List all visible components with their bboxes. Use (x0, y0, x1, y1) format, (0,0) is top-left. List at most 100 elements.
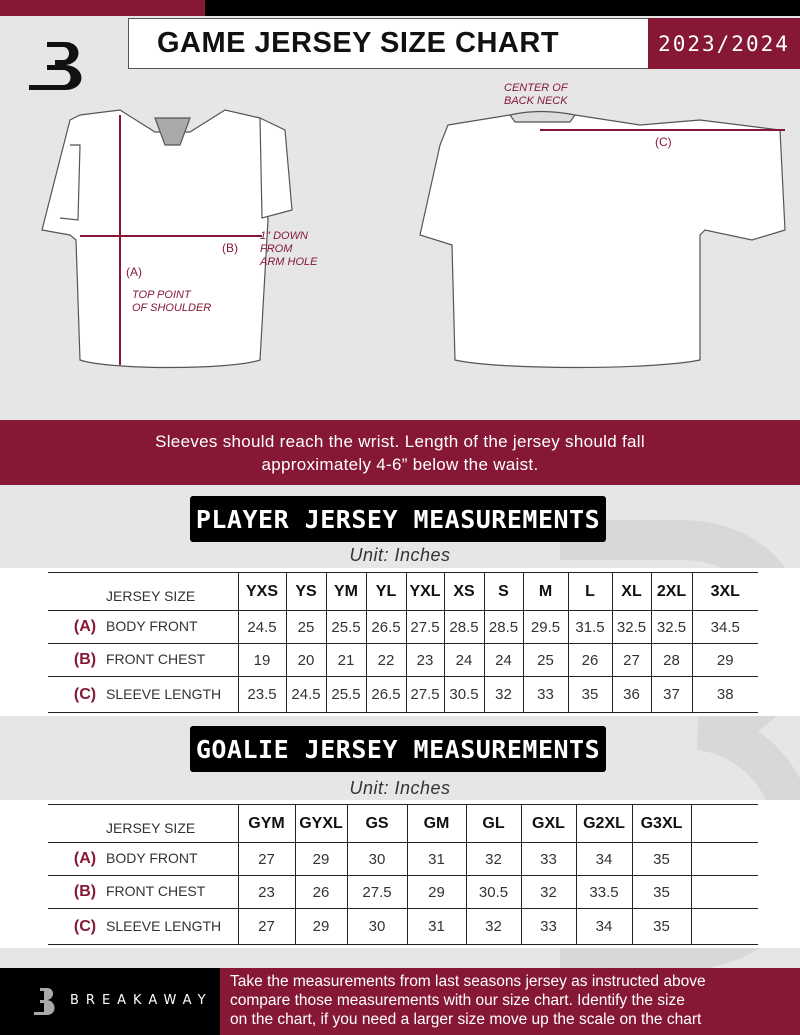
measurement-cell: 27 (612, 643, 652, 677)
size-header: YM (326, 572, 367, 611)
measurement-cell: 27 (238, 908, 296, 945)
measurement-cell: 34.5 (710, 618, 740, 636)
page-title: GAME JERSEY SIZE CHART (128, 18, 650, 69)
measurement-cell: 33.5 (576, 875, 633, 909)
measurement-cell: 32.5 (612, 610, 652, 644)
center-back-neck-label-2: BACK NECK (504, 95, 568, 107)
footer-logo-icon (34, 988, 55, 1015)
size-header: GYXL (295, 804, 348, 843)
label-a: (A) (126, 265, 142, 279)
size-header (691, 805, 758, 843)
row-name: SLEEVE LENGTH (106, 917, 222, 934)
measurement-cell: 19 (238, 643, 287, 677)
instruction-banner: Sleeves should reach the wrist. Length o… (0, 420, 800, 485)
measurement-cell: 32.5 (651, 610, 693, 644)
row-label: (B) FRONT CHEST (48, 643, 239, 677)
measurement-cell: 28 (651, 643, 693, 677)
table-row: (B) FRONT CHEST 23 26 27.5 29 30.5 32 33.5 35 (48, 875, 758, 909)
measurement-cell: 27.5 (406, 610, 445, 644)
jersey-size-label: JERSEY SIZE (48, 572, 239, 611)
row-key: (C) (73, 685, 97, 703)
label-c: (C) (655, 135, 672, 149)
measurement-cell: 29 (295, 908, 348, 945)
size-header: G3XL (632, 804, 692, 843)
row-label: (C) SLEEVE LENGTH (48, 908, 239, 945)
measurement-cell: 33 (521, 908, 577, 945)
measurement-cell: 32 (521, 875, 577, 909)
row-label: (A) BODY FRONT (48, 842, 239, 876)
measurement-cell: 26 (568, 643, 613, 677)
size-header: XL (612, 572, 652, 611)
footer-brand-name: BREAKAWAY (70, 993, 213, 1008)
measurement-cell: 32 (466, 908, 522, 945)
goalie-size-table: JERSEY SIZE GYM GYXL GS GM GL GXL G2XL G3XL (A) B… (48, 804, 758, 945)
measurement-cell: 23 (238, 875, 296, 909)
size-header: 3XL (710, 582, 740, 600)
measurement-cell: 35 (632, 842, 692, 876)
header-row: JERSEY SIZE GYM GYXL GS GM GL GXL G2XL G3XL (48, 804, 758, 843)
table-row: (B) FRONT CHEST 19 20 21 22 23 24 24 25 26 27 28 29 (48, 643, 758, 677)
footer-instructions: Take the measurements from last seasons … (220, 968, 800, 1035)
measurement-cell (691, 909, 758, 945)
top-accent-bar (0, 0, 205, 16)
table-row: (C) SLEEVE LENGTH 23.5 24.5 25.5 26.5 27.5 30.5… (48, 676, 758, 713)
measurement-cell: 26 (295, 875, 348, 909)
measurement-cell: 34 (576, 908, 633, 945)
measurement-cell: 32 (484, 676, 524, 713)
size-header: GYM (238, 804, 296, 843)
row-key: (A) (73, 850, 97, 867)
jersey-back-drawing (419, 110, 786, 369)
measurement-cell: 31 (407, 908, 467, 945)
one-inch-label: 1" DOWN (260, 230, 308, 242)
measurement-cell: 33 (523, 676, 569, 713)
measurement-cell: 30.5 (444, 676, 485, 713)
measurement-cell: 35 (632, 908, 692, 945)
measurement-cell: 23.5 (238, 676, 287, 713)
header-row: JERSEY SIZE YXS YS YM YL YXL XS S M L XL 2XL 3XL (48, 572, 758, 611)
measurement-cell: 38 (716, 686, 734, 703)
measurement-cell (691, 843, 758, 876)
footer-line-3: on the chart, if you need a larger size … (230, 1011, 702, 1028)
brand-logo-icon (29, 42, 82, 90)
row-key: (B) (73, 651, 97, 668)
measurement-cell: 27.5 (347, 875, 408, 909)
table-row: (A) BODY FRONT 24.5 25 25.5 26.5 27.5 28.5 28.5 2… (48, 610, 758, 644)
size-header: 2XL (651, 572, 693, 611)
footer-line-2: compare those measurements with our size… (230, 992, 685, 1009)
measurement-cell: 25 (523, 643, 569, 677)
measurement-cell: 28.5 (444, 610, 485, 644)
size-header: XS (444, 572, 485, 611)
row-name: BODY FRONT (106, 850, 198, 866)
measurement-cell: 30.5 (466, 875, 522, 909)
measurement-cell: 34 (576, 842, 633, 876)
goalie-unit: Unit: Inches (349, 778, 451, 798)
measurement-cell: 27.5 (406, 676, 445, 713)
measurement-cell: 22 (366, 643, 407, 677)
row-name: BODY FRONT (106, 618, 198, 634)
one-inch-label-2: FROM (260, 243, 293, 255)
banner-line-2: approximately 4-6” below the waist. (261, 455, 539, 474)
label-b: (B) (222, 241, 238, 255)
measurement-cell: 24.5 (286, 676, 327, 713)
row-label: (C) SLEEVE LENGTH (48, 676, 239, 713)
measurement-cell: 27 (238, 842, 296, 876)
measurement-cell: 30 (347, 908, 408, 945)
top-point-label-2: OF SHOULDER (132, 302, 212, 314)
size-header: YL (366, 572, 407, 611)
measurement-cell: 30 (347, 842, 408, 876)
measurement-cell: 31.5 (568, 610, 613, 644)
measurement-cell: 24 (444, 643, 485, 677)
banner-line-1: Sleeves should reach the wrist. Length o… (155, 432, 645, 451)
footer-brand-area (0, 968, 220, 1035)
size-header: YS (286, 572, 327, 611)
measurement-cell: 31 (407, 842, 467, 876)
size-header: YXL (406, 572, 445, 611)
measurement-cell: 32 (466, 842, 522, 876)
measurement-cell: 36 (612, 676, 652, 713)
top-black-bar (205, 0, 800, 16)
measurement-cell: 25.5 (326, 610, 367, 644)
size-header: M (523, 572, 569, 611)
measurement-cell: 25.5 (326, 676, 367, 713)
size-header: GM (407, 804, 467, 843)
measurement-cell: 20 (286, 643, 327, 677)
